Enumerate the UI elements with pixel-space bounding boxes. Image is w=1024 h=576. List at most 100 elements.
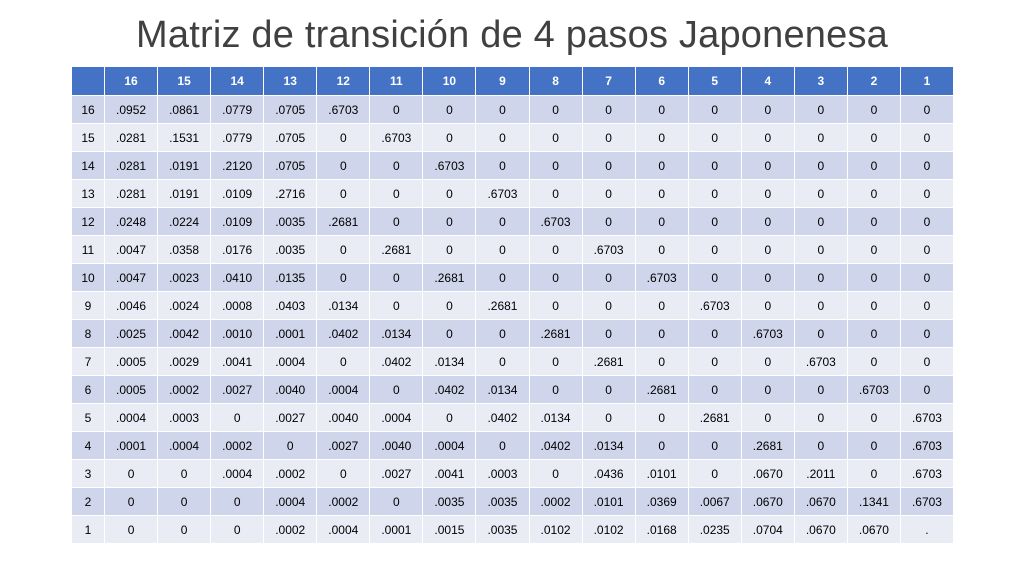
table-cell: .0041: [422, 459, 477, 488]
table-cell: .0281: [103, 123, 159, 152]
table-cell: 0: [581, 207, 636, 236]
table-cell: 0: [793, 403, 848, 432]
table-cell: 0: [316, 459, 371, 488]
table-cell: .2681: [634, 375, 689, 404]
row-header: 5: [71, 403, 105, 432]
table-cell: .6703: [369, 123, 424, 152]
table-cell: .6703: [687, 291, 742, 320]
table-cell: 0: [528, 263, 583, 292]
table-cell: 0: [103, 487, 159, 516]
table-cell: .0410: [210, 263, 265, 292]
table-cell: .0135: [263, 263, 318, 292]
table-cell: .0101: [581, 487, 636, 516]
table-cell: .0035: [263, 207, 318, 236]
table-cell: 0: [634, 179, 689, 208]
table-cell: .0047: [103, 235, 159, 264]
column-header: 14: [210, 66, 265, 96]
table-cell: .0369: [634, 487, 689, 516]
table-cell: .0134: [528, 403, 583, 432]
table-cell: .0002: [157, 375, 212, 404]
table-cell: 0: [634, 319, 689, 348]
table-row: 8.0025.0042.0010.0001.0402.0134 0 0.2681 0 0…: [71, 319, 955, 348]
table-cell: .0358: [157, 235, 212, 264]
table-cell: 0: [740, 403, 795, 432]
table-cell: 0: [581, 151, 636, 180]
table-cell: 0: [687, 319, 742, 348]
table-cell: 0: [316, 123, 371, 152]
table-cell: 0: [634, 291, 689, 320]
table-cell: 0: [899, 319, 955, 348]
table-cell: 0: [210, 487, 265, 516]
table-cell: 0: [528, 123, 583, 152]
table-cell: .0403: [263, 291, 318, 320]
row-header: 2: [71, 487, 105, 516]
table-cell: 0: [846, 179, 901, 208]
table-cell: 0: [793, 291, 848, 320]
table-cell: .0002: [263, 515, 318, 544]
table-cell: 0: [740, 291, 795, 320]
page-title: Matriz de transición de 4 pasos Japonene…: [136, 14, 888, 56]
table-cell: .6703: [475, 179, 530, 208]
table-cell: .1531: [157, 123, 212, 152]
table-cell: 0: [316, 263, 371, 292]
table-cell: .0004: [263, 347, 318, 376]
table-cell: .0002: [263, 459, 318, 488]
table-cell: 0: [422, 179, 477, 208]
table-cell: 0: [793, 319, 848, 348]
table-cell: .6703: [634, 263, 689, 292]
table-cell: .0008: [210, 291, 265, 320]
table-cell: .0705: [263, 95, 318, 124]
table-cell: 0: [528, 95, 583, 124]
table-cell: 0: [846, 431, 901, 460]
table-cell: 0: [528, 179, 583, 208]
table-cell: .6703: [899, 487, 955, 516]
table-cell: 0: [634, 431, 689, 460]
table-cell: 0: [687, 207, 742, 236]
table-cell: .0004: [422, 431, 477, 460]
table-cell: .0436: [581, 459, 636, 488]
table-cell: 0: [846, 95, 901, 124]
column-header: 4: [740, 66, 795, 96]
table-cell: .0779: [210, 95, 265, 124]
table-cell: 0: [210, 403, 265, 432]
table-cell: .0134: [369, 319, 424, 348]
table-cell: 0: [634, 207, 689, 236]
table-cell: 0: [793, 151, 848, 180]
table-cell: 0: [687, 123, 742, 152]
column-header: 16: [103, 66, 159, 96]
table-cell: 0: [369, 179, 424, 208]
table-cell: .0670: [793, 515, 848, 544]
table-cell: 0: [899, 263, 955, 292]
table-cell: .0035: [263, 235, 318, 264]
table-cell: 0: [793, 123, 848, 152]
table-cell: 0: [316, 151, 371, 180]
table-cell: 0: [740, 263, 795, 292]
table-cell: .0402: [316, 319, 371, 348]
table-cell: .0004: [316, 515, 371, 544]
table-cell: 0: [740, 347, 795, 376]
table-cell: .0046: [103, 291, 159, 320]
table-cell: .0134: [316, 291, 371, 320]
column-header: 11: [369, 66, 424, 96]
table-cell: 0: [581, 95, 636, 124]
table-cell: .0040: [369, 431, 424, 460]
table-row: 7.0005.0029.0041.0004 0.0402.0134 0 0.2681 0…: [71, 347, 955, 376]
table-cell: .0402: [422, 375, 477, 404]
table-cell: 0: [634, 403, 689, 432]
table-cell: .0010: [210, 319, 265, 348]
table-cell: .2681: [316, 207, 371, 236]
table-cell: 0: [581, 179, 636, 208]
table-cell: .0281: [103, 179, 159, 208]
table-cell: 0: [740, 207, 795, 236]
table-cell: 0: [422, 291, 477, 320]
table-cell: .2011: [793, 459, 848, 488]
row-header: 9: [71, 291, 105, 320]
table-cell: 0: [369, 291, 424, 320]
table-cell: 0: [899, 151, 955, 180]
table-cell: 0: [528, 347, 583, 376]
table-cell: 0: [157, 515, 212, 544]
table-cell: .0402: [369, 347, 424, 376]
table-cell: 0: [528, 459, 583, 488]
row-header: 3: [71, 459, 105, 488]
transition-matrix-table: 16 15 14 13 12 11 10 9 8 7 6 5 4 3 2 1 16.0952.0861.077…: [71, 66, 955, 544]
